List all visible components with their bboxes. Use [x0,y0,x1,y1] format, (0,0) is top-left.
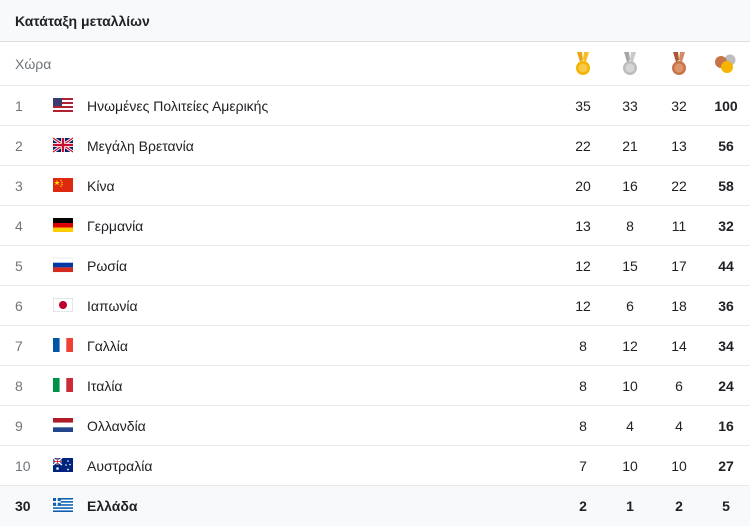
uk-flag-icon [53,135,73,155]
total-count: 58 [718,178,734,194]
rank-cell: 2 [15,138,23,154]
rank-cell: 9 [15,418,23,434]
total-count: 36 [718,298,734,314]
france-flag-icon [53,335,73,355]
bronze-medal-icon [659,52,699,78]
silver-count: 21 [622,138,638,154]
usa-flag-icon [53,95,73,115]
table-header: Χώρα [0,42,750,86]
table-row-highlighted[interactable]: 30 Ελλάδα 2 1 2 5 [0,486,750,526]
silver-count: 33 [622,98,638,114]
gold-count: 35 [575,98,591,114]
total-count: 100 [714,98,738,114]
gold-count: 12 [575,298,591,314]
table-row[interactable]: 4 Γερμανία 13 8 11 32 [0,206,750,246]
total-count: 16 [718,418,734,434]
table-row[interactable]: 2 Μεγάλη Βρετανία 22 21 13 56 [0,126,750,166]
country-name: Γερμανία [87,218,144,234]
table-row[interactable]: 1 Ηνωμένες Πολιτείες Αμερικής 35 33 32 100 [0,86,750,126]
silver-count: 10 [622,458,638,474]
gold-count: 13 [575,218,591,234]
bronze-count: 2 [675,498,683,514]
greece-flag-icon [53,495,73,515]
italy-flag-icon [53,375,73,395]
gold-count: 8 [579,418,587,434]
silver-medal-icon [610,52,650,78]
country-name: Ρωσία [87,258,128,274]
country-name: Αυστραλία [87,458,153,474]
gold-count: 8 [579,338,587,354]
silver-count: 10 [622,378,638,394]
country-column-header: Χώρα [15,56,52,72]
table-row[interactable]: 8 Ιταλία 8 10 6 24 [0,366,750,406]
gold-medal-icon [563,52,603,78]
gold-count: 22 [575,138,591,154]
table-row[interactable]: 5 Ρωσία 12 15 17 44 [0,246,750,286]
silver-count: 15 [622,258,638,274]
country-name: Ιταλία [87,378,123,394]
rank-cell: 5 [15,258,23,274]
total-medals-icon [706,52,746,78]
total-count: 5 [722,498,730,514]
rank-cell: 8 [15,378,23,394]
medal-table-body: 1 Ηνωμένες Πολιτείες Αμερικής 35 33 32 100 2 … [0,86,750,526]
china-flag-icon [53,175,73,195]
total-count: 34 [718,338,734,354]
table-row[interactable]: 6 Ιαπωνία 12 6 18 36 [0,286,750,326]
total-count: 24 [718,378,734,394]
silver-count: 6 [626,298,634,314]
rank-cell: 7 [15,338,23,354]
bronze-count: 13 [671,138,687,154]
russia-flag-icon [53,255,73,275]
country-name: Ηνωμένες Πολιτείες Αμερικής [87,98,269,114]
rank-cell: 30 [15,498,31,514]
bronze-count: 10 [671,458,687,474]
bronze-count: 22 [671,178,687,194]
bronze-count: 11 [671,218,687,234]
bronze-count: 6 [675,378,683,394]
japan-flag-icon [53,295,73,315]
country-name: Γαλλία [87,338,129,354]
bronze-count: 17 [671,258,687,274]
rank-cell: 4 [15,218,23,234]
country-name: Ελλάδα [87,498,138,514]
bronze-count: 32 [671,98,687,114]
rank-cell: 1 [15,98,23,114]
netherlands-flag-icon [53,415,73,435]
total-count: 27 [718,458,734,474]
germany-flag-icon [53,215,73,235]
country-name: Ολλανδία [87,418,146,434]
australia-flag-icon [53,455,73,475]
silver-count: 8 [626,218,634,234]
silver-count: 16 [622,178,638,194]
table-row[interactable]: 9 Ολλανδία 8 4 4 16 [0,406,750,446]
gold-count: 20 [575,178,591,194]
gold-count: 8 [579,378,587,394]
table-row[interactable]: 3 Κίνα 20 16 22 58 [0,166,750,206]
panel-title: Κατάταξη μεταλλίων [0,0,750,42]
bronze-count: 14 [671,338,687,354]
country-name: Ιαπωνία [87,298,138,314]
gold-count: 12 [575,258,591,274]
bronze-count: 4 [675,418,683,434]
silver-count: 1 [626,498,634,514]
table-row[interactable]: 7 Γαλλία 8 12 14 34 [0,326,750,366]
rank-cell: 10 [15,458,31,474]
total-count: 56 [718,138,734,154]
country-name: Κίνα [87,178,115,194]
total-count: 44 [718,258,734,274]
gold-count: 7 [579,458,587,474]
rank-cell: 3 [15,178,23,194]
bronze-count: 18 [671,298,687,314]
silver-count: 4 [626,418,634,434]
table-row[interactable]: 10 Αυστραλία 7 10 10 27 [0,446,750,486]
gold-count: 2 [579,498,587,514]
total-count: 32 [718,218,734,234]
silver-count: 12 [622,338,638,354]
country-name: Μεγάλη Βρετανία [87,138,194,154]
rank-cell: 6 [15,298,23,314]
